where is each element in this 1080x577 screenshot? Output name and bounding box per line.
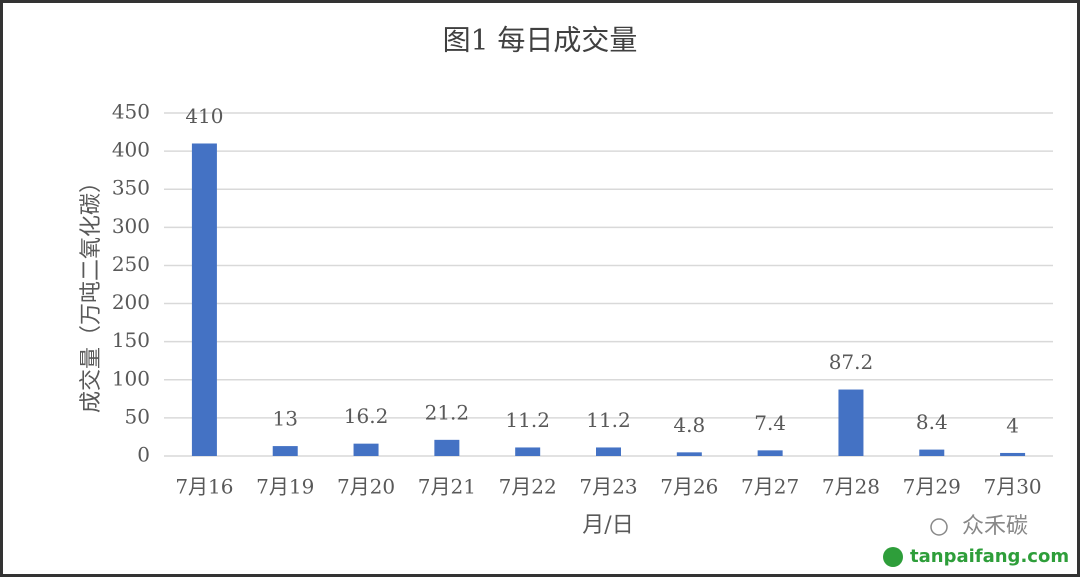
data-label: 4.8 [673,413,705,437]
bar [191,143,217,456]
bar [676,452,702,456]
bar [515,447,541,456]
data-label: 16.2 [344,404,389,428]
x-tick-label: 7月27 [741,475,799,499]
x-tick-label: 7月16 [175,475,233,499]
data-label: 21.2 [425,400,470,424]
data-label: 7.4 [754,411,786,435]
site-logo [883,547,903,567]
x-tick-label: 7月22 [499,475,557,499]
bar [1000,452,1026,456]
x-tick-label: 7月20 [337,475,395,499]
data-label: 11.2 [505,408,550,432]
y-tick-label: 150 [112,328,150,352]
bar [757,450,783,456]
data-label: 410 [185,104,223,128]
y-tick-label: 450 [112,100,150,124]
chart-title: 图1 每日成交量 [443,24,638,57]
x-tick-label: 7月30 [983,475,1041,499]
data-label: 11.2 [586,408,631,432]
x-axis-label: 月/日 [582,513,633,538]
y-tick-label: 50 [125,404,150,428]
y-tick-label: 300 [112,214,150,238]
y-tick-label: 200 [112,290,150,314]
x-tick-label: 7月21 [418,475,476,499]
x-tick-label: 7月29 [903,475,961,499]
x-tick-label: 7月19 [256,475,314,499]
data-label: 87.2 [829,350,874,374]
y-axis-label: 成交量（万吨二氧化碳） [79,171,104,413]
watermark-account: 众禾碳 [962,514,1028,539]
y-tick-label: 400 [112,138,150,162]
wechat-icon [930,518,948,536]
y-tick-label: 100 [112,366,150,390]
x-tick-label: 7月23 [579,475,637,499]
bar [434,439,460,456]
y-tick-label: 350 [112,176,150,200]
bar [838,389,864,456]
bar [272,446,298,456]
data-label: 4 [1006,413,1019,437]
watermark-site: tanpaifang.com [910,546,1069,567]
x-tick-label: 7月26 [660,475,718,499]
data-label: 13 [273,407,298,431]
bar [353,443,379,456]
bar [596,447,621,456]
x-tick-label: 7月28 [822,475,880,499]
bar [919,449,945,456]
data-label: 8.4 [916,410,948,434]
y-tick-label: 250 [112,252,150,276]
y-tick-label: 0 [137,443,150,467]
